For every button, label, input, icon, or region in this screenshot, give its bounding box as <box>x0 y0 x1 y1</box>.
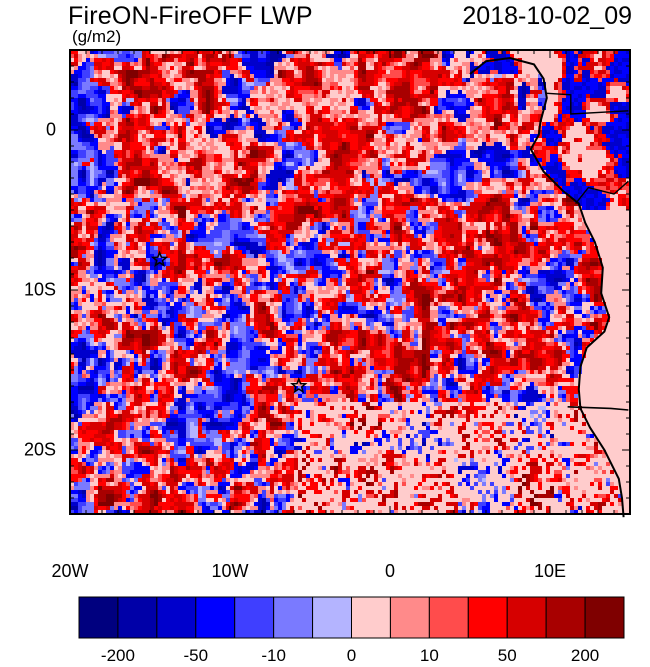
y-tick-label: 10S <box>23 279 56 300</box>
colorbar-swatch <box>312 596 353 639</box>
colorbar-label: 10 <box>419 646 439 665</box>
colorbar-swatch <box>195 596 236 639</box>
units-label: (g/m2) <box>72 27 122 46</box>
colorbar-swatch <box>545 596 586 639</box>
colorbar-swatch <box>584 596 625 639</box>
map-frame <box>69 49 631 515</box>
star-marker-central <box>290 376 308 394</box>
colorbar-swatch <box>467 596 508 639</box>
colorbar-swatch <box>506 596 547 639</box>
axis-ticks <box>69 49 631 515</box>
colorbar-swatch <box>78 596 119 639</box>
x-tick-label: 0 <box>384 561 396 581</box>
colorbar-swatch <box>234 596 275 639</box>
x-tick-label: 10W <box>211 561 249 581</box>
colorbar-swatch <box>389 596 430 639</box>
plot-datetime: 2018-10-02_09 <box>462 2 632 30</box>
colorbar-swatch <box>351 596 391 639</box>
y-tick-label: 0 <box>45 119 56 140</box>
colorbar <box>78 596 625 639</box>
plot-title: FireON-FireOFF LWP <box>68 2 313 30</box>
colorbar-label: -10 <box>261 646 286 665</box>
x-tick-label: 10E <box>533 561 567 581</box>
x-tick-label: 20W <box>51 561 89 581</box>
star-marker-west <box>150 250 169 267</box>
colorbar-swatch <box>156 596 197 639</box>
colorbar-label: 200 <box>570 646 600 665</box>
colorbar-label: -50 <box>183 646 209 665</box>
markers <box>150 250 308 394</box>
colorbar-swatch <box>117 596 158 639</box>
colorbar-label: 50 <box>497 646 517 665</box>
coastline <box>469 56 629 518</box>
colorbar-label: -200 <box>100 646 135 665</box>
colorbar-label: 0 <box>346 646 357 665</box>
lwp-difference-field <box>70 50 631 515</box>
colorbar-swatch <box>273 596 314 639</box>
y-tick-label: 20S <box>23 439 56 460</box>
colorbar-swatch <box>428 596 469 639</box>
